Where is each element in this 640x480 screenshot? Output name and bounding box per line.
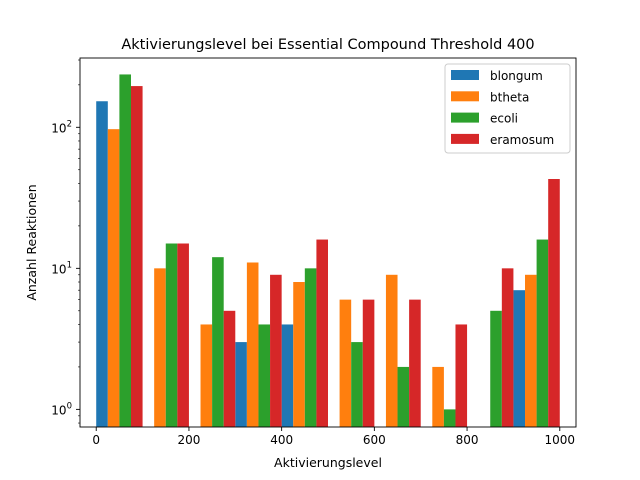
bar-eramosum	[223, 310, 236, 427]
x-tick-label: 0	[92, 433, 100, 447]
bar-eramosum	[270, 274, 282, 427]
bar-blongum	[281, 324, 294, 427]
bar-eramosum	[501, 268, 514, 427]
bar-btheta	[385, 274, 398, 427]
x-axis-ticks: 0 200 400 600 800 1000	[92, 427, 575, 447]
bar-blongum	[513, 290, 526, 427]
legend-label-eramosum: eramosum	[490, 133, 554, 147]
bar-ecoli	[351, 342, 363, 427]
bar-ecoli	[443, 409, 456, 427]
bar-btheta	[293, 282, 305, 427]
bar-btheta	[107, 129, 120, 428]
x-tick-label: 200	[177, 433, 200, 447]
bar-eramosum	[177, 243, 189, 427]
bar-blongum	[235, 342, 247, 427]
legend-items: blongum btheta ecoli eramosum	[451, 69, 554, 147]
bar-eramosum	[316, 239, 328, 427]
x-tick-label: 400	[270, 433, 293, 447]
y-axis-label: Anzahl Reaktionen	[24, 184, 39, 300]
plot-frame	[79, 57, 577, 428]
x-tick-label: 1000	[545, 433, 576, 447]
bar-ecoli	[490, 310, 502, 427]
bar-eramosum	[409, 299, 421, 427]
bar-btheta	[154, 268, 166, 427]
bars-group	[96, 74, 560, 428]
legend-swatch-eramosum	[451, 133, 479, 144]
legend: blongum btheta ecoli eramosum	[444, 63, 571, 154]
bar-ecoli	[165, 243, 178, 427]
bar-ecoli	[119, 74, 131, 427]
bar-btheta	[200, 324, 213, 427]
bar-btheta	[525, 274, 537, 427]
chart-title: Aktivierungslevel bei Essential Compound…	[121, 37, 534, 53]
legend-swatch-btheta	[451, 91, 479, 102]
bar-ecoli	[212, 257, 224, 427]
bar-eramosum	[455, 324, 468, 427]
legend-swatch-blongum	[451, 70, 479, 80]
legend-frame	[444, 63, 571, 154]
bar-btheta	[339, 299, 352, 427]
legend-label-ecoli: ecoli	[490, 112, 518, 126]
x-tick-label: 800	[456, 433, 479, 447]
bar-btheta	[432, 366, 444, 427]
x-tick-label: 600	[363, 433, 386, 447]
bar-ecoli	[304, 268, 317, 427]
bar-btheta	[246, 262, 259, 427]
bar-ecoli	[258, 324, 271, 427]
x-axis-label: Aktivierungslevel	[274, 455, 382, 470]
legend-swatch-ecoli	[451, 112, 479, 123]
bar-ecoli	[397, 366, 410, 427]
bar-eramosum	[362, 299, 375, 427]
bar-eramosum	[548, 179, 560, 427]
legend-label-btheta: btheta	[490, 90, 529, 104]
legend-label-blongum: blongum	[490, 69, 543, 83]
bar-ecoli	[536, 239, 549, 427]
bar-eramosum	[130, 86, 143, 427]
bar-blongum	[96, 101, 108, 427]
